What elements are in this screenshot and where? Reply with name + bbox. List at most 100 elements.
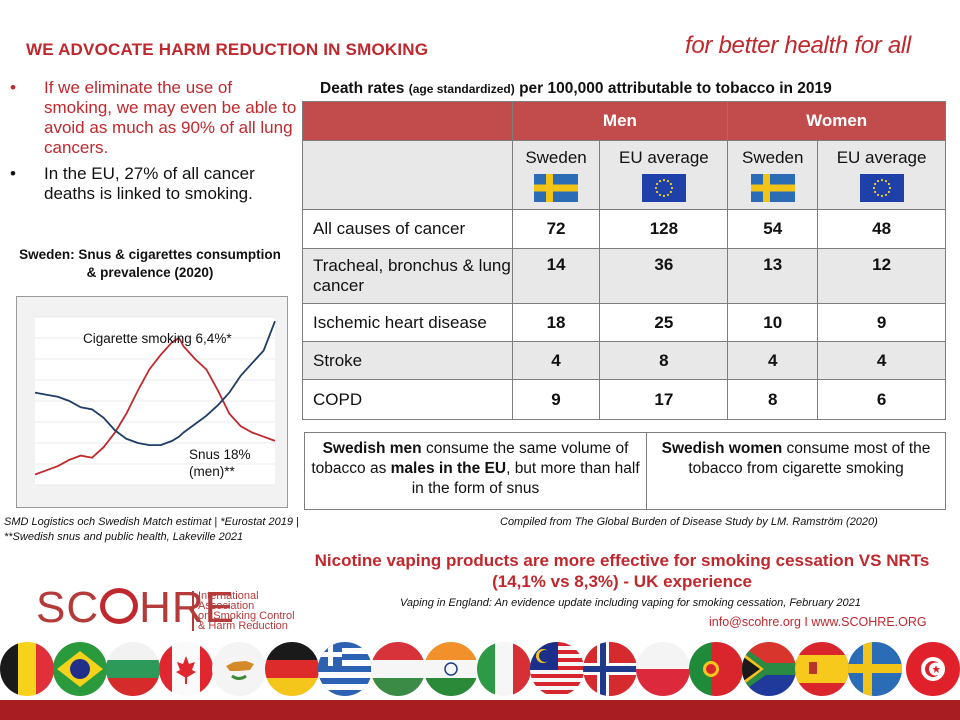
vaping-source: Vaping in England: An evidence update in… [400,597,861,609]
logo-sub-line: on Smoking Control [198,610,295,622]
tagline: for better health for all [685,32,911,59]
cyprus-flag-icon [212,642,266,696]
table-subheader-row: Sweden EU average Sweden EU average [302,140,946,210]
cell-value: 36 [599,248,729,304]
bullet-list: • If we eliminate the use of smoking, we… [10,78,300,210]
cell-value: 10 [727,303,819,342]
country-flags-row [0,642,960,698]
logo-o-ring [100,588,139,624]
bullet-text: In the EU, 27% of all cancer deaths is l… [44,164,255,203]
eu-flag-icon [641,174,686,202]
cell-value: 12 [817,248,946,304]
poland-flag-icon [636,642,690,696]
women-bold: Swedish women [661,440,783,457]
cell-value: 128 [599,209,729,249]
logo-sub-line: International [198,590,259,602]
sweden-flag-icon [848,642,902,696]
table-title: Death rates (age standardized) per 100,0… [320,80,832,98]
row-label: Tracheal, bronchus & lung cancer [302,248,513,304]
page-title: WE ADVOCATE HARM REDUCTION IN SMOKING [26,40,429,59]
table-title-post: per 100,000 attributable to tobacco in 2… [514,80,832,97]
snus-chart: Cigarette smoking 6,4%* Snus 18% (men)** [16,296,288,508]
death-rates-table: Men Women Sweden EU average Sweden EU av… [302,101,946,420]
snus-chart-svg: Cigarette smoking 6,4%* Snus 18% (men)** [34,316,276,486]
cigarette-series-line [34,336,276,476]
italy-flag-icon [477,642,531,696]
row-label: COPD [302,379,513,420]
eu-flag-icon [859,174,904,202]
logo-word-post: HRE [139,583,236,632]
south-africa-flag-icon [742,642,796,696]
bullet-marker: • [10,164,16,183]
cell-value: 54 [727,209,819,249]
canada-flag-icon [159,642,213,696]
logo-sub-line: Association [198,600,255,612]
group-header-men: Men [511,101,729,141]
subheader-women-eu: EU average [817,140,946,210]
spain-flag-icon [795,642,849,696]
table-title-small: (age standardized) [408,82,515,96]
vaping-statement: Nicotine vaping products are more effect… [282,550,960,592]
men-text: consume the same volume of tobacco as [311,440,629,477]
malaysia-flag-icon [530,642,584,696]
sweden-flag-icon [750,174,795,202]
comparison-women: Swedish women consume most of the tobacc… [647,433,945,509]
row-label: All causes of cancer [302,209,513,249]
cell-value: 17 [599,379,729,420]
logo-word-pre: SC [36,583,100,632]
group-header-women: Women [727,101,946,141]
men-bold: Swedish men [322,440,422,457]
brazil-flag-icon [53,642,107,696]
compiled-source: Compiled from The Global Burden of Disea… [500,516,878,528]
sweden-flag-icon [534,174,579,202]
cell-value: 8 [727,379,819,420]
men-bold-2: males in the EU [390,460,507,477]
bullet-marker: • [10,78,16,97]
table-group-header-row: Men Women [302,101,946,141]
bullet-item: • If we eliminate the use of smoking, we… [10,78,300,158]
cell-value: 72 [511,209,601,249]
india-flag-icon [424,642,478,696]
women-text: consume most of the tobacco from cigaret… [688,440,931,477]
subheader-label: EU average [836,148,927,167]
logo-wordmark: SC HRE [36,585,235,631]
contact-info[interactable]: info@scohre.org I www.SCOHRE.ORG [709,615,927,629]
subheader-label: Sweden [742,148,804,167]
bottom-bar [0,700,960,720]
table-row: COPD 9 17 8 6 [302,379,946,420]
hungary-flag-icon [371,642,425,696]
subheader-men-eu: EU average [599,140,729,210]
snus-series-line [34,320,276,447]
logo-sub-line: & Harm Reduction [198,620,288,632]
norway-flag-icon [583,642,637,696]
vaping-line-1: Nicotine vaping products are more effect… [314,551,930,570]
cell-value: 25 [599,303,729,342]
men-text-2: , but more than half in the form of snus [411,460,640,497]
portugal-flag-icon [689,642,743,696]
cell-value: 8 [599,341,729,380]
cell-value: 9 [511,379,601,420]
tunisia-flag-icon [906,642,960,696]
table-row: All causes of cancer 72 128 54 48 [302,209,946,249]
table-row: Ischemic heart disease 18 25 10 9 [302,303,946,342]
cell-value: 6 [817,379,946,420]
snus-label: Snus 18% [189,447,251,462]
subheader-label: EU average [618,148,709,167]
belgium-flag-icon [0,642,54,696]
table-row: Tracheal, bronchus & lung cancer 14 36 1… [302,248,946,304]
bullet-text: If we eliminate the use of smoking, we m… [44,78,297,157]
snus-chart-title: Sweden: Snus & cigarettes consumption & … [19,247,281,280]
table-title-pre: Death rates [320,80,409,97]
cell-value: 13 [727,248,819,304]
row-label: Ischemic heart disease [302,303,513,342]
row-label: Stroke [302,341,513,380]
cell-value: 14 [511,248,601,304]
table-corner [302,101,513,141]
greece-flag-icon [318,642,372,696]
bullet-item: • In the EU, 27% of all cancer deaths is… [10,164,300,204]
cell-value: 18 [511,303,601,342]
cell-value: 9 [817,303,946,342]
subheader-label: Sweden [525,148,587,167]
bulgaria-flag-icon [106,642,160,696]
subheader-men-sweden: Sweden [511,140,601,210]
